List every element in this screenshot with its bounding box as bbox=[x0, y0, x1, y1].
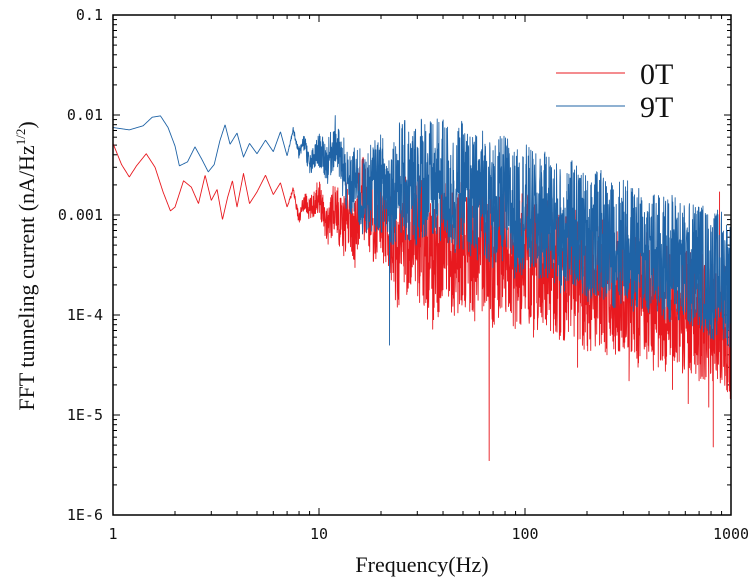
y-tick-label-5: 1E-6 bbox=[67, 506, 103, 524]
plot-frame bbox=[112, 14, 732, 516]
series-layer bbox=[112, 115, 732, 462]
y-tick-label-1: 0.01 bbox=[67, 106, 103, 124]
y-tick-label-2: 0.001 bbox=[58, 206, 103, 224]
y-tick-label-0: 0.1 bbox=[76, 6, 103, 24]
x-tick-labels: 1 10 100 1000 bbox=[108, 525, 749, 543]
y-tick-label-3: 1E-4 bbox=[67, 306, 103, 324]
y-axis-label: FFT tunneling current (nA/Hz1/2) bbox=[13, 121, 39, 410]
series-line-9t bbox=[112, 115, 732, 348]
y-tick-label-4: 1E-5 bbox=[67, 406, 103, 424]
y-axis-label-main: FFT tunneling current (nA/Hz bbox=[14, 145, 39, 411]
x-tick-label-0: 1 bbox=[108, 525, 117, 543]
x-axis-label: Frequency(Hz) bbox=[355, 552, 488, 577]
x-tick-label-3: 1000 bbox=[713, 525, 749, 543]
legend-label-0t: 0T bbox=[640, 58, 673, 91]
y-axis-label-superscript: 1/2 bbox=[13, 129, 28, 146]
series-line-0t bbox=[112, 143, 732, 462]
legend: 0T 9T bbox=[556, 58, 673, 124]
x-tick-label-2: 100 bbox=[511, 525, 538, 543]
y-tick-labels: 0.1 0.01 0.001 1E-4 1E-5 1E-6 bbox=[58, 6, 103, 524]
x-tick-label-1: 10 bbox=[310, 525, 328, 543]
legend-label-9t: 9T bbox=[640, 91, 673, 124]
y-axis-label-suffix: ) bbox=[14, 121, 39, 128]
